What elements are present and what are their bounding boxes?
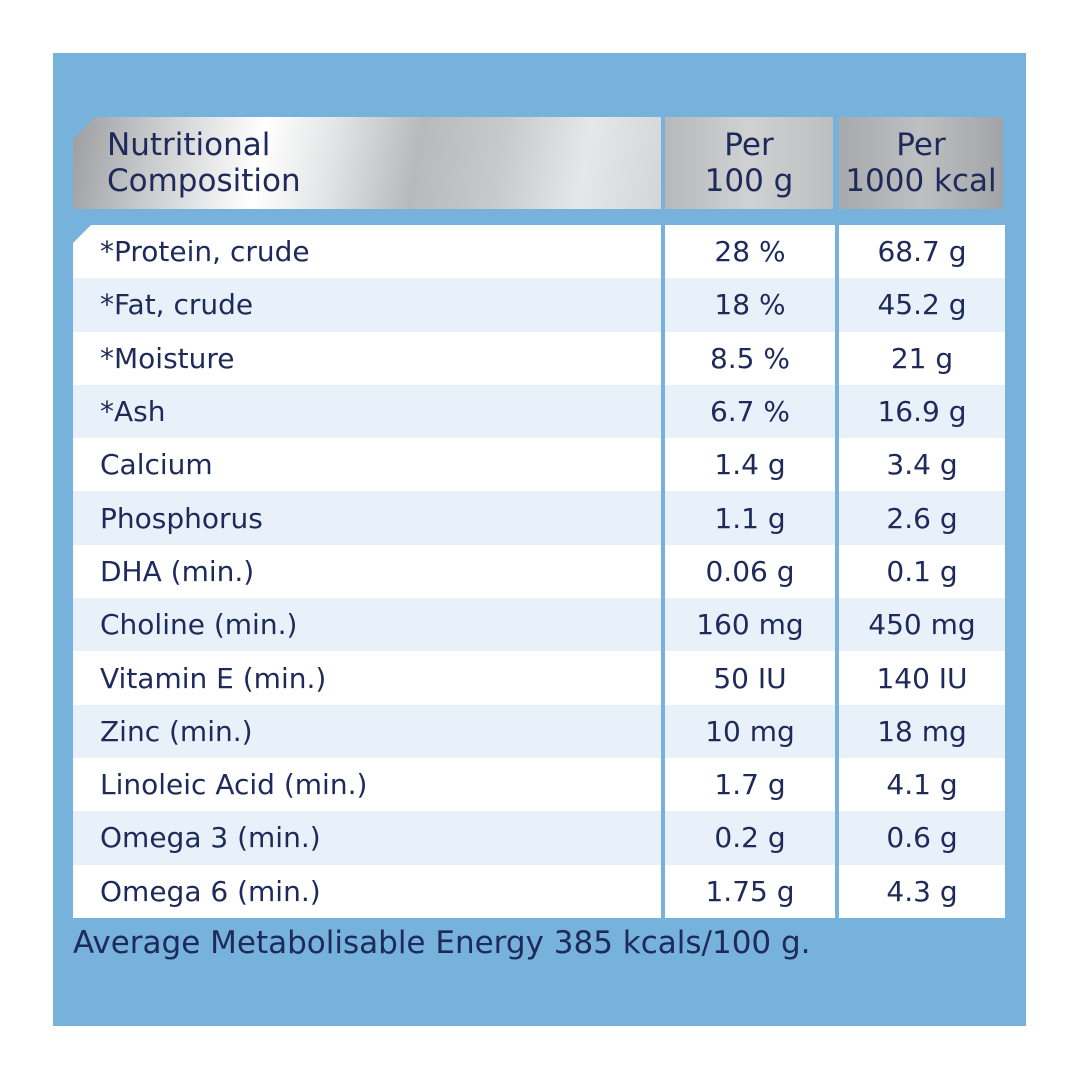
table-row: *Fat, crude 18 % 45.2 g (73, 278, 1007, 332)
value-per-1000kcal: 3.4 g (839, 438, 1005, 492)
table-row: Zinc (min.) 10 mg 18 mg (73, 704, 1007, 758)
value-per-1000kcal: 4.1 g (839, 757, 1005, 812)
value-per-1000kcal: 0.6 g (839, 811, 1005, 865)
nutrient-name: *Moisture (73, 331, 661, 385)
value-per-1000kcal: 2.6 g (839, 491, 1005, 545)
energy-footnote: Average Metabolisable Energy 385 kcals/1… (73, 925, 811, 961)
value-per-1000kcal: 21 g (839, 331, 1005, 385)
header-nutrient-label: Nutritional Composition (107, 127, 301, 199)
nutrient-name: Calcium (73, 438, 661, 492)
value-per-1000kcal: 4.3 g (839, 864, 1005, 918)
value-per-100g: 8.5 % (665, 331, 835, 385)
value-per-1000kcal: 68.7 g (839, 225, 1005, 279)
value-per-1000kcal: 16.9 g (839, 384, 1005, 439)
value-per-100g: 50 IU (665, 651, 835, 705)
value-per-100g: 1.1 g (665, 491, 835, 545)
table-row: *Moisture 8.5 % 21 g (73, 331, 1007, 385)
nutrient-name: *Ash (73, 384, 661, 439)
value-per-100g: 28 % (665, 225, 835, 279)
table-row: Vitamin E (min.) 50 IU 140 IU (73, 651, 1007, 705)
value-per-1000kcal: 140 IU (839, 651, 1005, 705)
table-row: Phosphorus 1.1 g 2.6 g (73, 491, 1007, 545)
value-per-1000kcal: 0.1 g (839, 544, 1005, 599)
table-header: Nutritional Composition Per 100 g Per 10… (73, 117, 1003, 209)
nutrient-name: Choline (min.) (73, 598, 661, 652)
nutrition-panel: Nutritional Composition Per 100 g Per 10… (53, 53, 1026, 1026)
header-per-100g: Per 100 g (665, 117, 833, 209)
value-per-100g: 18 % (665, 278, 835, 332)
nutrient-name: Omega 6 (min.) (73, 864, 661, 918)
nutrient-name: *Fat, crude (73, 278, 661, 332)
value-per-100g: 0.2 g (665, 811, 835, 865)
value-per-1000kcal: 450 mg (839, 598, 1005, 652)
table-row: Linoleic Acid (min.) 1.7 g 4.1 g (73, 757, 1007, 812)
table-row: Choline (min.) 160 mg 450 mg (73, 598, 1007, 652)
header-nutrient: Nutritional Composition (73, 117, 661, 209)
table-row: Omega 6 (min.) 1.75 g 4.3 g (73, 864, 1007, 918)
value-per-100g: 0.06 g (665, 544, 835, 599)
table-row: *Protein, crude 28 % 68.7 g (73, 225, 1007, 279)
nutrient-name: Phosphorus (73, 491, 661, 545)
header-per-1000kcal: Per 1000 kcal (839, 117, 1003, 209)
value-per-100g: 10 mg (665, 704, 835, 758)
header-per-100g-label: Per 100 g (704, 127, 794, 199)
table-row: Omega 3 (min.) 0.2 g 0.6 g (73, 811, 1007, 865)
value-per-100g: 1.7 g (665, 757, 835, 812)
value-per-1000kcal: 45.2 g (839, 278, 1005, 332)
nutrient-name: Zinc (min.) (73, 704, 661, 758)
nutrient-name: DHA (min.) (73, 544, 661, 599)
table-row: Calcium 1.4 g 3.4 g (73, 438, 1007, 492)
nutrient-name: *Protein, crude (73, 225, 661, 279)
nutrient-name: Omega 3 (min.) (73, 811, 661, 865)
value-per-100g: 1.75 g (665, 864, 835, 918)
value-per-1000kcal: 18 mg (839, 704, 1005, 758)
header-per-1000kcal-label: Per 1000 kcal (845, 127, 997, 199)
table-body: *Protein, crude 28 % 68.7 g *Fat, crude 18 %… (73, 225, 1007, 918)
table-row: DHA (min.) 0.06 g 0.1 g (73, 544, 1007, 599)
value-per-100g: 160 mg (665, 598, 835, 652)
table-row: *Ash 6.7 % 16.9 g (73, 384, 1007, 439)
nutrient-name: Linoleic Acid (min.) (73, 757, 661, 812)
value-per-100g: 1.4 g (665, 438, 835, 492)
value-per-100g: 6.7 % (665, 384, 835, 439)
nutrient-name: Vitamin E (min.) (73, 651, 661, 705)
